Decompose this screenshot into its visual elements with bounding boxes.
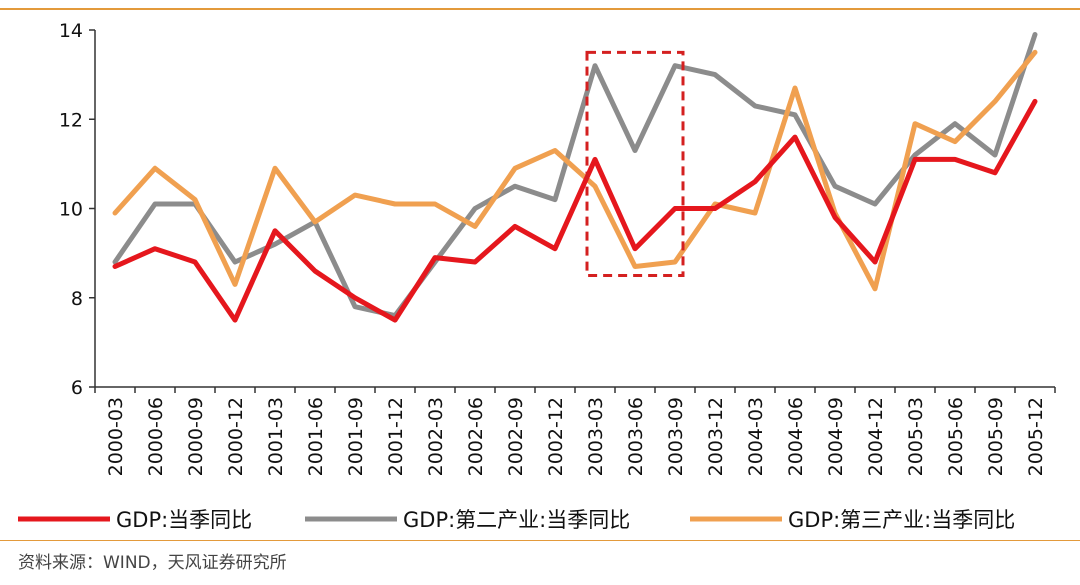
x-tick-label: 2005-09 — [985, 397, 1007, 476]
x-tick-label: 2001-09 — [345, 397, 367, 476]
x-tick-label: 2001-12 — [385, 397, 407, 476]
x-tick-label: 2001-03 — [265, 397, 287, 476]
legend-label-secondary-industry: GDP:第二产业:当季同比 — [403, 508, 630, 532]
x-tick-label: 2005-12 — [1025, 397, 1047, 476]
y-tick-label: 12 — [59, 109, 83, 131]
y-tick-label: 8 — [71, 288, 83, 310]
x-tick-label: 2002-12 — [545, 397, 567, 476]
x-tick-label: 2000-03 — [105, 397, 127, 476]
x-tick-label: 2004-12 — [865, 397, 887, 476]
legend: GDP:当季同比 GDP:第二产业:当季同比 GDP:第三产业:当季同比 — [18, 508, 1015, 532]
source-note: 资料来源：WIND，天风证券研究所 — [18, 553, 287, 573]
x-tick-label: 2001-06 — [305, 397, 327, 476]
highlight-box-layer — [585, 50, 685, 277]
x-tick-label: 2004-09 — [825, 397, 847, 476]
series-line-gdp — [112, 98, 1038, 323]
x-tick-label: 2003-06 — [625, 397, 647, 476]
bottom-rule — [0, 540, 1080, 541]
x-tick-label: 2003-09 — [665, 397, 687, 476]
x-tick-label: 2003-03 — [585, 397, 607, 476]
x-tick-label: 2002-06 — [465, 397, 487, 476]
highlight-box — [585, 50, 685, 277]
x-tick-label: 2005-06 — [945, 397, 967, 476]
x-tick-label: 2000-12 — [225, 397, 247, 476]
series-line-tertiary-industry — [112, 49, 1038, 292]
x-tick-label: 2000-06 — [145, 397, 167, 476]
y-tick-label: 6 — [71, 377, 83, 399]
y-tick-label: 14 — [59, 20, 83, 42]
x-tick-label: 2004-06 — [785, 397, 807, 476]
x-tick-label: 2002-03 — [425, 397, 447, 476]
series-line-secondary-industry — [112, 32, 1038, 319]
x-tick-label: 2005-03 — [905, 397, 927, 476]
x-tick-label: 2003-12 — [705, 397, 727, 476]
legend-label-tertiary-industry: GDP:第三产业:当季同比 — [788, 508, 1015, 532]
x-tick-label: 2002-09 — [505, 397, 527, 476]
y-tick-label: 10 — [59, 199, 83, 221]
x-tick-label: 2000-09 — [185, 397, 207, 476]
top-rule — [0, 8, 1080, 10]
legend-label-gdp: GDP:当季同比 — [116, 508, 252, 532]
axes: 6 8 10 12 14 2000-03 2000-06 2000-09 2000-12 2001… — [59, 20, 1056, 476]
series-lines — [112, 32, 1038, 323]
x-tick-label: 2004-03 — [745, 397, 767, 476]
